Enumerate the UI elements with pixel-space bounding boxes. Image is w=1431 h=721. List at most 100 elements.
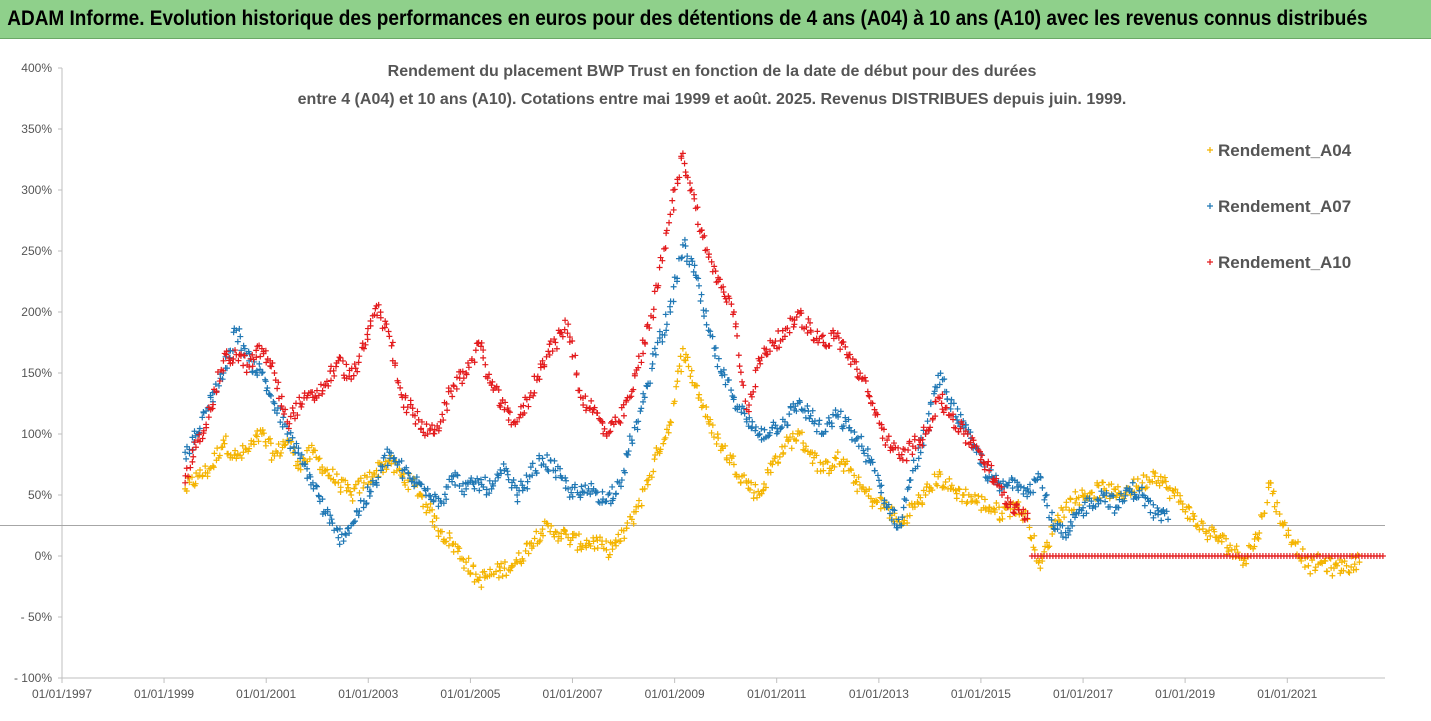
interp-point	[468, 355, 475, 362]
interp-point	[839, 425, 846, 432]
interp-point	[336, 525, 343, 532]
interp-point	[387, 450, 394, 457]
interp-point	[881, 497, 888, 504]
interp-point	[927, 399, 934, 406]
interp-point	[957, 425, 964, 432]
interp-point	[657, 254, 664, 261]
interp-point	[780, 451, 787, 458]
interp-point	[663, 327, 670, 334]
interp-point	[459, 380, 466, 387]
interp-point	[687, 180, 694, 187]
interp-point	[909, 451, 916, 458]
interp-point	[917, 449, 924, 456]
interp-point	[364, 336, 371, 343]
interp-point	[1024, 515, 1031, 522]
interp-point	[429, 518, 436, 525]
interp-point	[299, 401, 306, 408]
interp-point	[709, 422, 716, 429]
interp-point	[890, 440, 897, 447]
interp-point	[482, 474, 489, 481]
interp-point	[312, 447, 319, 454]
interp-point	[740, 405, 747, 412]
interp-point	[1002, 500, 1009, 507]
interp-point	[984, 477, 991, 484]
interp-point	[866, 393, 873, 400]
interp-point	[191, 428, 198, 435]
chart-legend: Rendement_A04 Rendement_A07 Rendement_A10	[1207, 141, 1352, 272]
interp-point	[339, 357, 346, 364]
data-point	[539, 526, 546, 533]
interp-point	[766, 348, 773, 355]
interp-point	[662, 311, 669, 318]
interp-point	[370, 481, 377, 488]
interp-point	[493, 383, 500, 390]
interp-point	[336, 354, 343, 361]
interp-point	[805, 315, 812, 322]
data-point	[284, 431, 291, 437]
interp-point	[612, 537, 619, 544]
interp-point	[255, 438, 262, 445]
interp-point	[1061, 514, 1068, 521]
interp-point	[1049, 509, 1056, 516]
interp-point	[529, 472, 536, 479]
interp-point	[257, 366, 264, 373]
interp-point	[691, 262, 698, 269]
interp-point	[1006, 513, 1013, 520]
interp-point	[566, 541, 573, 548]
interp-point	[1027, 481, 1034, 488]
interp-point	[723, 299, 730, 306]
interp-point	[302, 461, 309, 468]
interp-point	[360, 484, 367, 491]
interp-point	[1031, 532, 1038, 539]
interp-point	[888, 516, 895, 523]
interp-point	[558, 329, 565, 336]
interp-point	[880, 426, 887, 433]
interp-point	[563, 531, 570, 538]
interp-point	[596, 415, 603, 422]
legend-marker	[1207, 147, 1213, 153]
interp-point	[593, 489, 600, 496]
interp-point	[506, 409, 513, 416]
interp-point	[650, 306, 657, 313]
interp-point	[268, 457, 275, 464]
interp-point	[553, 529, 560, 536]
interp-point	[784, 422, 791, 429]
interp-point	[686, 261, 693, 268]
interp-point	[480, 354, 487, 361]
interp-point	[337, 484, 344, 491]
interp-point	[853, 366, 860, 373]
interp-point	[934, 482, 941, 489]
interp-point	[936, 395, 943, 402]
interp-point	[756, 431, 763, 438]
data-point	[220, 437, 227, 444]
interp-point	[1255, 535, 1262, 542]
interp-point	[407, 401, 414, 408]
interp-point	[662, 245, 669, 252]
interp-point	[804, 329, 811, 336]
interp-point	[691, 195, 698, 202]
interp-point	[694, 221, 701, 228]
interp-point	[971, 491, 978, 498]
interp-point	[431, 426, 438, 433]
interp-point	[634, 426, 641, 433]
interp-point	[1011, 510, 1018, 517]
x-tick-label: 01/01/2019	[1155, 687, 1215, 701]
interp-point	[583, 544, 590, 551]
interp-point	[1258, 513, 1265, 520]
interp-point	[834, 411, 841, 418]
interp-point	[435, 527, 442, 534]
interp-point	[183, 465, 190, 472]
interp-point	[1334, 562, 1341, 569]
interp-point	[226, 357, 233, 364]
interp-point	[513, 556, 520, 563]
interp-point	[294, 412, 301, 419]
interp-point	[452, 481, 459, 488]
interp-point	[186, 450, 193, 457]
interp-point	[320, 382, 327, 389]
chart-series	[182, 150, 1386, 591]
interp-point	[1063, 499, 1070, 506]
interp-point	[1149, 478, 1156, 485]
interp-point	[287, 429, 294, 436]
interp-point	[270, 398, 277, 405]
interp-point	[661, 332, 668, 339]
